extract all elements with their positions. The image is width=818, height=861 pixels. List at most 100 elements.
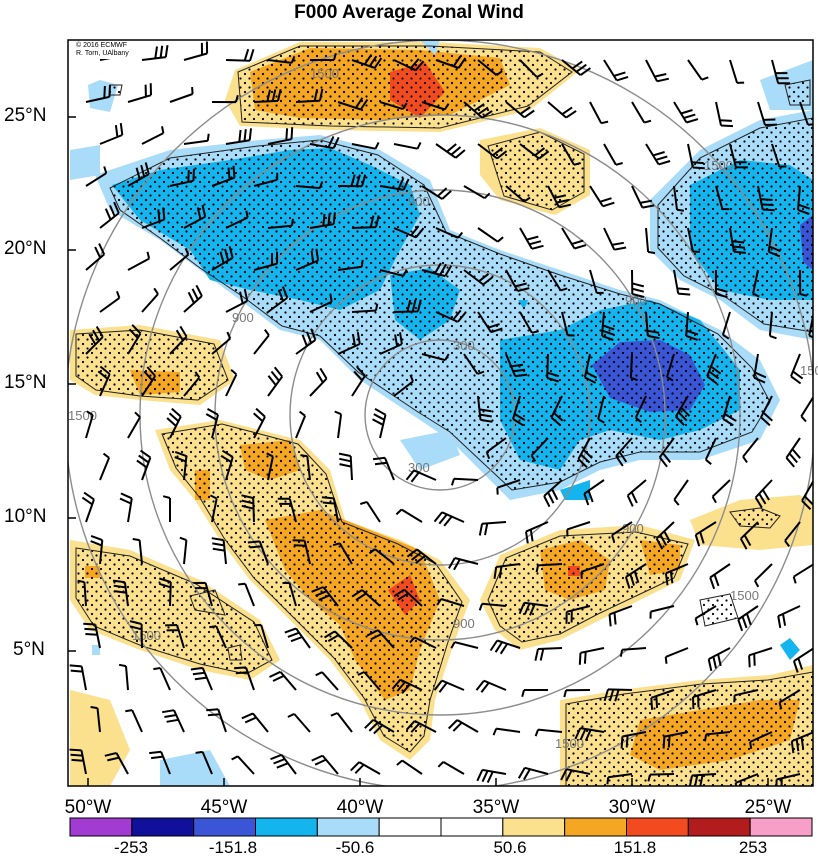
- wind-barb: [169, 168, 195, 187]
- wind-barb: [715, 185, 730, 211]
- wind-barb: [519, 227, 544, 250]
- wind-barb: [112, 579, 129, 607]
- wind-barb: [421, 185, 452, 200]
- wind-barb: [311, 754, 339, 775]
- wind-barb: [209, 625, 227, 649]
- wind-barb: [190, 666, 213, 691]
- wind-barb: [478, 521, 507, 536]
- wind-barb: [300, 454, 311, 481]
- wind-barb: [118, 663, 129, 691]
- wind-barb: [603, 143, 623, 166]
- wind-barb: [687, 143, 705, 170]
- wind-barb: [349, 761, 381, 775]
- wind-barb: [505, 185, 531, 203]
- wind-barb: [674, 395, 691, 426]
- wind-barb: [814, 60, 818, 82]
- wind-barb: [393, 58, 425, 72]
- map-plot-area: [68, 40, 813, 786]
- wind-barb: [266, 452, 274, 481]
- wind-barb: [97, 365, 111, 397]
- wind-barb: [450, 477, 479, 486]
- wind-barb: [311, 586, 339, 607]
- lon-label: 30°W: [608, 797, 656, 818]
- wind-barb: [99, 452, 111, 481]
- wind-barb: [518, 601, 549, 616]
- wind-barb: [631, 185, 655, 209]
- wind-barb: [733, 689, 759, 703]
- wind-barb: [574, 727, 605, 742]
- wind-barb: [477, 227, 504, 243]
- wind-barb: [645, 143, 671, 166]
- wind-barb: [561, 59, 591, 76]
- colorbar-swatch: [316, 817, 380, 837]
- wind-barb: [295, 328, 317, 355]
- lat-label: 20°N: [4, 238, 47, 259]
- wind-barb: [608, 605, 633, 627]
- wind-barb: [169, 247, 190, 271]
- wind-barb: [225, 128, 252, 145]
- wind-barb: [631, 269, 645, 298]
- wind-barb: [310, 52, 337, 61]
- colorbar-swatch: [687, 817, 751, 837]
- wind-barb: [127, 324, 142, 355]
- lon-label: 35°W: [472, 797, 520, 818]
- wind-barb: [647, 773, 675, 782]
- wind-barb: [104, 752, 129, 775]
- wind-barb: [309, 367, 328, 397]
- wind-barb: [127, 411, 141, 439]
- wind-barb: [225, 48, 255, 62]
- wind-barb: [754, 563, 773, 588]
- wind-barb: [792, 647, 813, 673]
- wind-barb: [295, 181, 324, 190]
- wind-barb: [737, 605, 759, 632]
- wind-barb: [493, 563, 521, 579]
- wind-barb: [127, 251, 151, 271]
- wind-barb: [790, 353, 804, 385]
- wind-barb: [351, 303, 379, 313]
- wind-barb: [739, 521, 759, 550]
- wind-barb: [162, 709, 185, 733]
- wind-barb: [688, 773, 717, 786]
- wind-barb: [734, 773, 759, 786]
- wind-barb: [433, 679, 465, 693]
- colorbar-swatch: [69, 817, 133, 837]
- wind-barb: [603, 59, 629, 82]
- wind-barb: [645, 59, 670, 83]
- wind-barb: [534, 647, 563, 661]
- wind-barb: [253, 88, 282, 103]
- wind-barb: [611, 521, 633, 543]
- wind-barb: [368, 548, 395, 565]
- wind-barb: [477, 395, 493, 423]
- wind-barb: [183, 204, 207, 229]
- wind-barb: [125, 709, 143, 733]
- wind-barb: [561, 227, 587, 250]
- wind-barb: [334, 410, 343, 439]
- wind-barb: [729, 227, 746, 254]
- wind-barb: [601, 311, 615, 341]
- wind-barb: [800, 395, 813, 423]
- wind-barb: [379, 269, 408, 277]
- ring-label: 1500: [704, 158, 733, 173]
- wind-barb: [547, 269, 568, 292]
- wind-barb: [253, 407, 266, 439]
- wind-barb: [129, 620, 143, 649]
- wind-barb: [127, 162, 150, 187]
- wind-barb: [253, 172, 279, 187]
- colorbar-label: 50.6: [493, 838, 527, 857]
- wind-barb: [436, 598, 465, 607]
- wind-barb: [85, 410, 94, 439]
- wind-barb: [435, 227, 464, 239]
- wind-barb: [141, 366, 157, 397]
- wind-barb: [295, 248, 320, 271]
- wind-barb: [405, 469, 437, 483]
- wind-barb: [351, 215, 380, 229]
- wind-barb: [393, 588, 423, 607]
- wind-barb: [277, 497, 297, 523]
- wind-barb: [99, 122, 124, 145]
- wind-barb: [231, 755, 255, 775]
- ring-label: 900: [408, 194, 430, 209]
- wind-barb: [694, 521, 717, 547]
- wind-barb: [372, 456, 395, 481]
- wind-barb: [85, 325, 104, 355]
- wind-barb: [645, 311, 660, 340]
